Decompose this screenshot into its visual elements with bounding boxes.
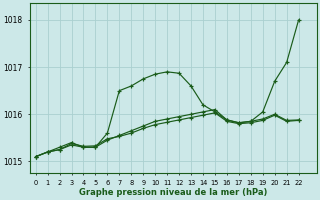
X-axis label: Graphe pression niveau de la mer (hPa): Graphe pression niveau de la mer (hPa) (79, 188, 267, 197)
